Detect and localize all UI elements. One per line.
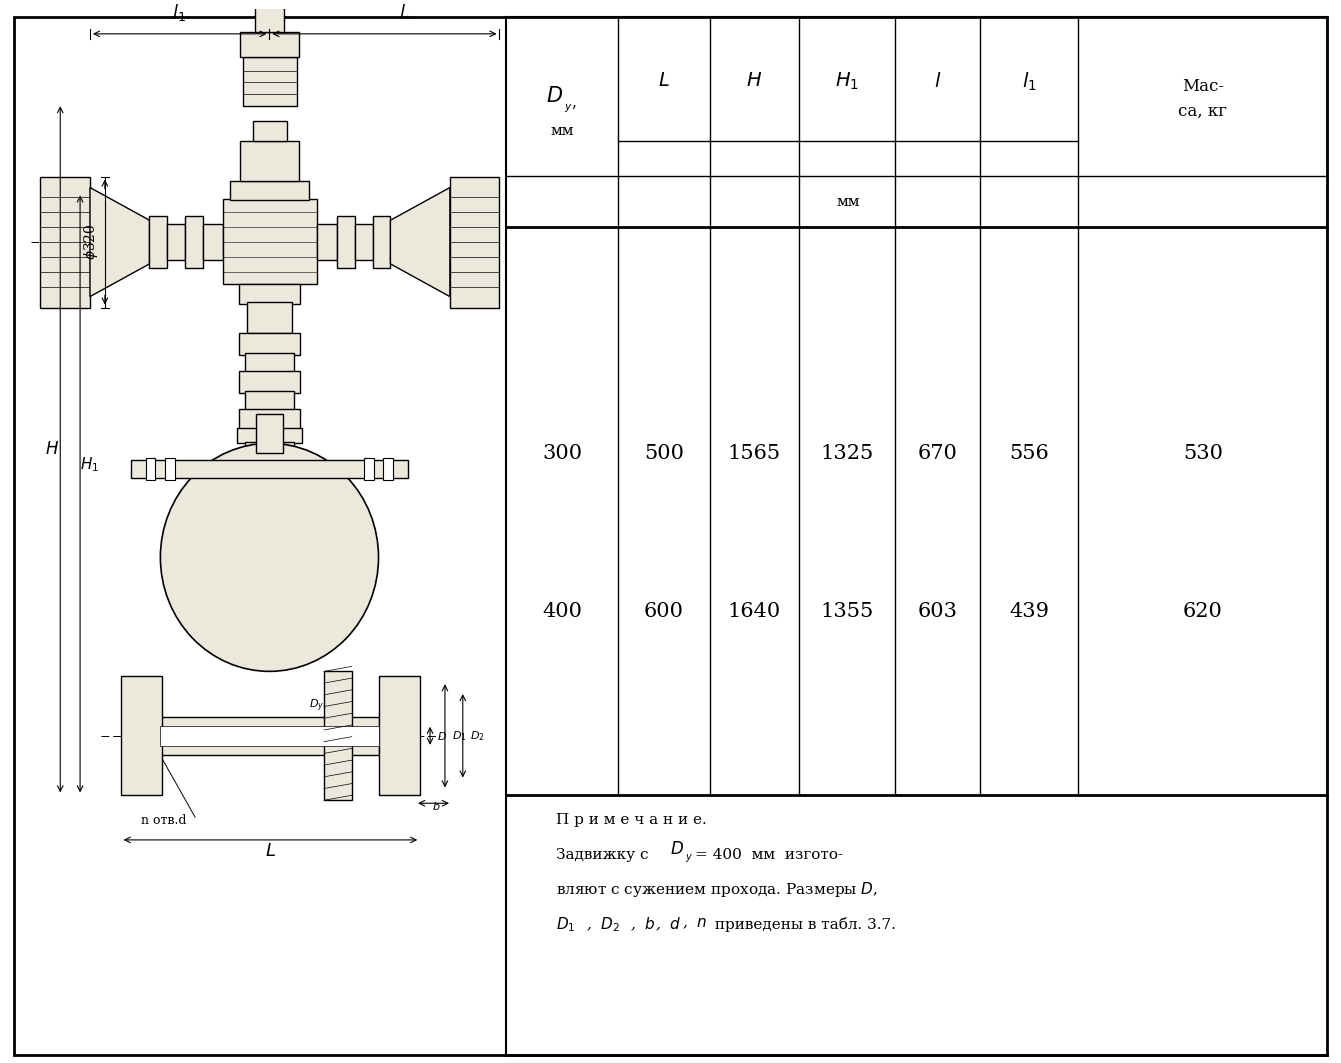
Text: са, кг: са, кг — [1179, 103, 1227, 120]
Bar — [378, 676, 420, 795]
Text: $D$: $D$ — [546, 86, 563, 106]
Bar — [149, 216, 168, 268]
Bar — [165, 458, 176, 480]
Bar — [384, 458, 393, 480]
Text: $L$: $L$ — [658, 72, 670, 90]
Bar — [161, 716, 378, 755]
Bar — [229, 181, 310, 201]
Text: $L$: $L$ — [266, 842, 276, 860]
Text: $H_1$: $H_1$ — [80, 455, 99, 473]
Bar — [244, 353, 294, 373]
Bar — [237, 458, 302, 473]
Bar — [40, 176, 90, 307]
Text: 670: 670 — [917, 443, 957, 462]
Text: $l_1$: $l_1$ — [1022, 70, 1037, 92]
Text: 439: 439 — [1010, 603, 1050, 622]
Bar — [239, 334, 300, 355]
Bar — [243, 56, 298, 106]
Text: 600: 600 — [644, 603, 684, 622]
Bar — [244, 391, 294, 410]
Text: $H_1$: $H_1$ — [835, 71, 860, 92]
Bar — [240, 141, 299, 181]
Ellipse shape — [161, 443, 378, 672]
Bar — [130, 460, 408, 478]
Text: Задвижку с: Задвижку с — [557, 848, 653, 862]
Text: ,  $d$: , $d$ — [656, 915, 681, 933]
Bar — [223, 200, 316, 284]
Bar — [239, 284, 300, 304]
Text: П р и м е ч а н и е.: П р и м е ч а н и е. — [557, 813, 707, 827]
Bar — [185, 216, 202, 268]
Text: мм: мм — [551, 124, 574, 138]
Text: приведены в табл. 3.7.: приведены в табл. 3.7. — [709, 916, 896, 931]
Text: $D_2$: $D_2$ — [469, 729, 484, 743]
Bar — [146, 458, 156, 480]
Bar — [373, 216, 390, 268]
Text: $_y,$: $_y,$ — [565, 101, 577, 115]
Bar — [244, 442, 294, 458]
Bar — [252, 121, 287, 141]
Text: ,  $D_2$: , $D_2$ — [586, 915, 620, 933]
Bar — [255, 2, 284, 32]
Bar — [363, 458, 374, 480]
Text: $\phi$320: $\phi$320 — [82, 223, 101, 260]
Polygon shape — [390, 187, 449, 297]
Bar — [239, 408, 300, 431]
Text: ,  $b$: , $b$ — [630, 915, 656, 933]
Text: 1325: 1325 — [821, 443, 873, 462]
Text: n отв.d: n отв.d — [141, 813, 186, 827]
Text: $b$: $b$ — [432, 800, 440, 812]
Text: $l$: $l$ — [935, 72, 941, 91]
Bar — [355, 224, 373, 260]
Bar — [240, 32, 299, 56]
Text: 556: 556 — [1010, 443, 1049, 462]
Text: $D_1$: $D_1$ — [452, 729, 467, 743]
Text: 620: 620 — [1183, 603, 1223, 622]
Bar — [168, 224, 185, 260]
Text: $D_1$: $D_1$ — [557, 915, 575, 933]
Text: Мас-: Мас- — [1181, 78, 1224, 95]
Text: $D_y$: $D_y$ — [310, 698, 325, 714]
Text: 1640: 1640 — [728, 603, 780, 622]
Bar — [316, 224, 337, 260]
Text: 1355: 1355 — [821, 603, 873, 622]
Polygon shape — [90, 187, 149, 297]
Text: $D$: $D$ — [437, 730, 447, 742]
Text: $H$: $H$ — [746, 72, 762, 90]
Text: 500: 500 — [644, 443, 684, 462]
Bar — [202, 224, 223, 260]
Text: 1565: 1565 — [728, 443, 780, 462]
Text: мм: мм — [837, 196, 860, 209]
Text: 603: 603 — [917, 603, 957, 622]
Text: $H$: $H$ — [46, 441, 59, 458]
Text: $l.$: $l.$ — [398, 4, 409, 22]
Text: вляют с сужением прохода. Размеры $D$,: вляют с сужением прохода. Размеры $D$, — [557, 880, 878, 899]
Text: 400: 400 — [542, 603, 582, 622]
Text: 300: 300 — [542, 443, 582, 462]
Bar — [337, 216, 355, 268]
Bar — [121, 676, 162, 795]
Bar — [256, 414, 283, 453]
Bar — [247, 302, 292, 334]
Bar — [239, 371, 300, 392]
Bar — [259, 438, 280, 452]
Text: $D$: $D$ — [670, 841, 684, 858]
Text: ,  $n$: , $n$ — [683, 917, 707, 931]
Bar — [237, 428, 302, 443]
Bar — [449, 176, 499, 307]
Bar — [161, 726, 378, 746]
Text: 530: 530 — [1183, 443, 1223, 462]
Text: $_y$: $_y$ — [685, 850, 693, 865]
Bar — [325, 672, 351, 800]
Text: = 400  мм  изгото-: = 400 мм изгото- — [695, 848, 843, 862]
Text: $l_1$: $l_1$ — [172, 2, 186, 23]
